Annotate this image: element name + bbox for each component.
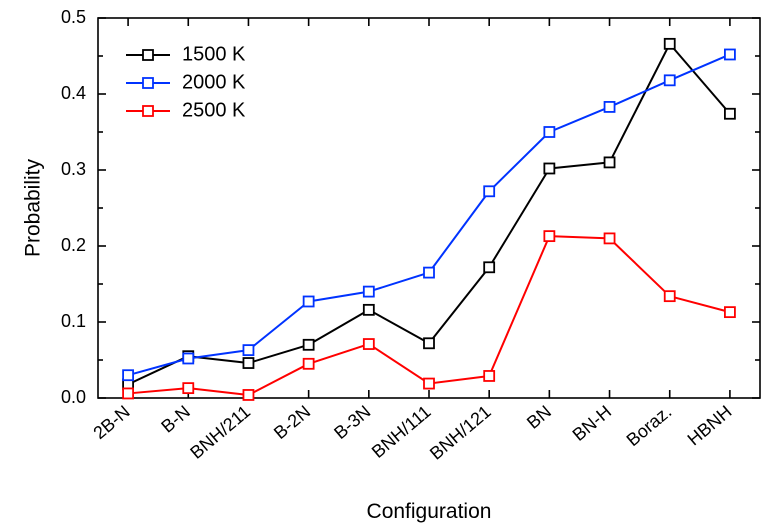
- series-marker: [665, 291, 675, 301]
- series-marker: [304, 296, 314, 306]
- series-marker: [725, 307, 735, 317]
- series-marker: [544, 127, 554, 137]
- series-marker: [725, 49, 735, 59]
- series-marker: [243, 345, 253, 355]
- y-tick-label: 0.0: [61, 387, 86, 407]
- series-marker: [665, 75, 675, 85]
- legend-label: 1500 K: [182, 43, 246, 65]
- series-marker: [605, 233, 615, 243]
- series-marker: [605, 157, 615, 167]
- legend-marker: [143, 50, 153, 60]
- series-marker: [243, 358, 253, 368]
- series-marker: [183, 353, 193, 363]
- series-marker: [364, 339, 374, 349]
- legend-label: 2500 K: [182, 99, 246, 121]
- legend-label: 2000 K: [182, 71, 246, 93]
- series-marker: [544, 163, 554, 173]
- legend-marker: [143, 106, 153, 116]
- x-axis-label: Configuration: [367, 500, 492, 523]
- series-marker: [605, 102, 615, 112]
- series-marker: [484, 371, 494, 381]
- series-marker: [484, 262, 494, 272]
- series-marker: [183, 383, 193, 393]
- y-axis-label: Probability: [22, 158, 45, 257]
- series-marker: [424, 338, 434, 348]
- y-tick-label: 0.3: [61, 159, 86, 179]
- legend-marker: [143, 78, 153, 88]
- y-tick-label: 0.4: [61, 83, 86, 103]
- y-tick-label: 0.2: [61, 235, 86, 255]
- series-marker: [364, 305, 374, 315]
- series-marker: [484, 186, 494, 196]
- chart-container: 0.00.10.20.30.40.52B-NB-NBNH/211B-2NB-3N…: [0, 0, 784, 532]
- series-marker: [243, 390, 253, 400]
- y-tick-label: 0.5: [61, 7, 86, 27]
- series-marker: [424, 268, 434, 278]
- series-marker: [364, 287, 374, 297]
- series-marker: [544, 231, 554, 241]
- series-marker: [424, 379, 434, 389]
- series-marker: [304, 359, 314, 369]
- probability-chart: 0.00.10.20.30.40.52B-NB-NBNH/211B-2NB-3N…: [0, 0, 784, 532]
- series-marker: [123, 388, 133, 398]
- y-tick-label: 0.1: [61, 311, 86, 331]
- series-marker: [665, 39, 675, 49]
- series-marker: [304, 340, 314, 350]
- series-marker: [123, 370, 133, 380]
- series-marker: [725, 109, 735, 119]
